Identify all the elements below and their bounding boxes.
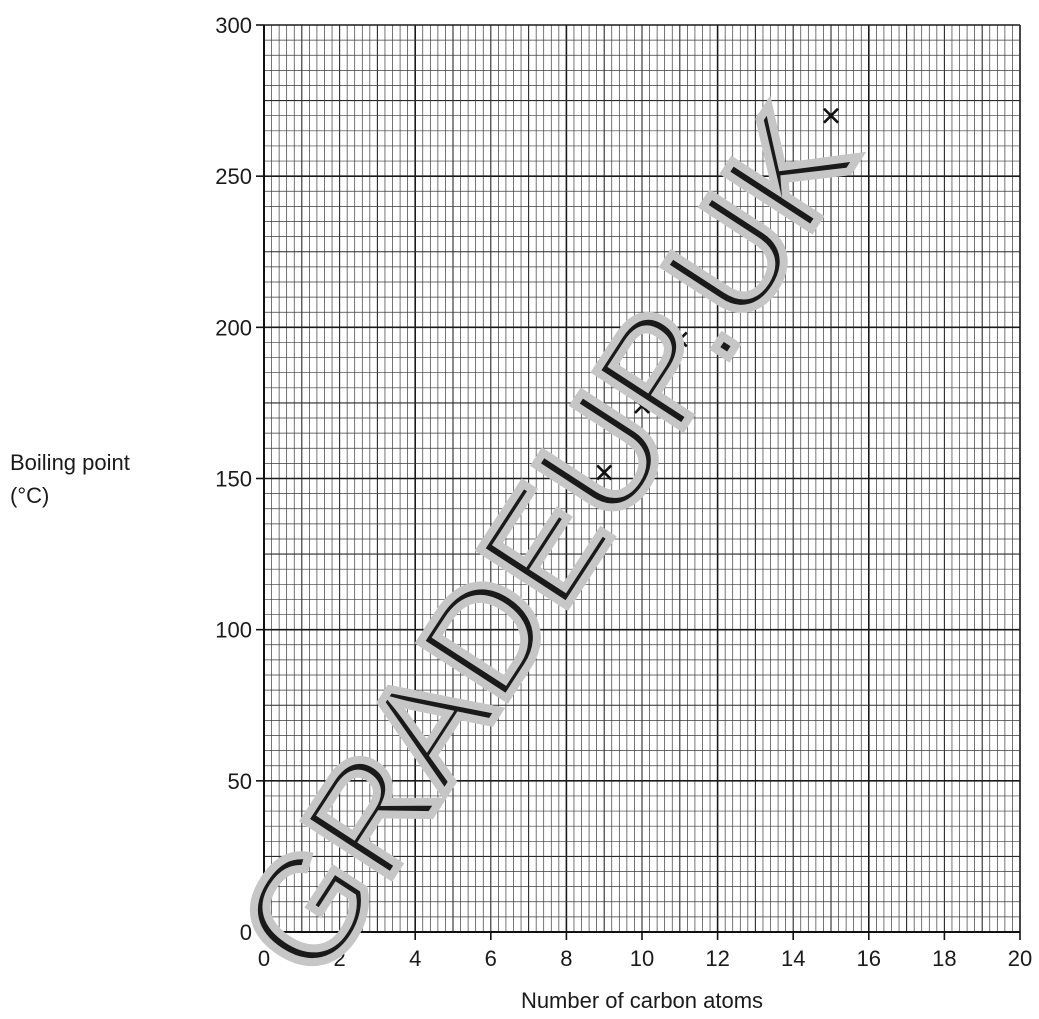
x-tick-label: 0 — [258, 946, 270, 971]
x-tick-label: 4 — [409, 946, 421, 971]
x-tick-label: 10 — [630, 946, 654, 971]
data-point — [823, 107, 839, 124]
x-tick-label: 12 — [705, 946, 729, 971]
data-point — [634, 398, 650, 414]
x-tick-label: 2 — [333, 946, 345, 971]
x-tick-label: 20 — [1008, 946, 1032, 971]
y-axis-title-line-1: Boiling point — [10, 450, 130, 475]
x-tick-label: 16 — [857, 946, 881, 971]
data-point — [596, 464, 613, 481]
x-axis-title: Number of carbon atoms — [521, 988, 763, 1013]
watermark: GRADEUP.UK — [206, 80, 887, 1004]
x-tick-label: 18 — [932, 946, 956, 971]
x-tick-label: 8 — [560, 946, 572, 971]
y-tick-label: 50 — [228, 769, 252, 794]
x-tick-label: 6 — [485, 946, 497, 971]
point-cross-stroke — [634, 398, 650, 414]
point-cross-stroke — [596, 464, 613, 481]
y-tick-label: 300 — [215, 13, 252, 38]
y-tick-label: 100 — [215, 618, 252, 643]
x-tick-label: 14 — [781, 946, 805, 971]
y-tick-label: 0 — [240, 920, 252, 945]
data-points — [596, 107, 839, 481]
y-tick-label: 150 — [215, 467, 252, 492]
graph-paper-grid — [263, 24, 1021, 933]
data-point — [671, 331, 688, 348]
point-cross-stroke — [823, 107, 839, 124]
point-cross-stroke — [671, 331, 688, 348]
y-axis-title-line-2: (°C) — [10, 483, 49, 508]
y-tick-label: 250 — [215, 164, 252, 189]
y-tick-label: 200 — [215, 315, 252, 340]
